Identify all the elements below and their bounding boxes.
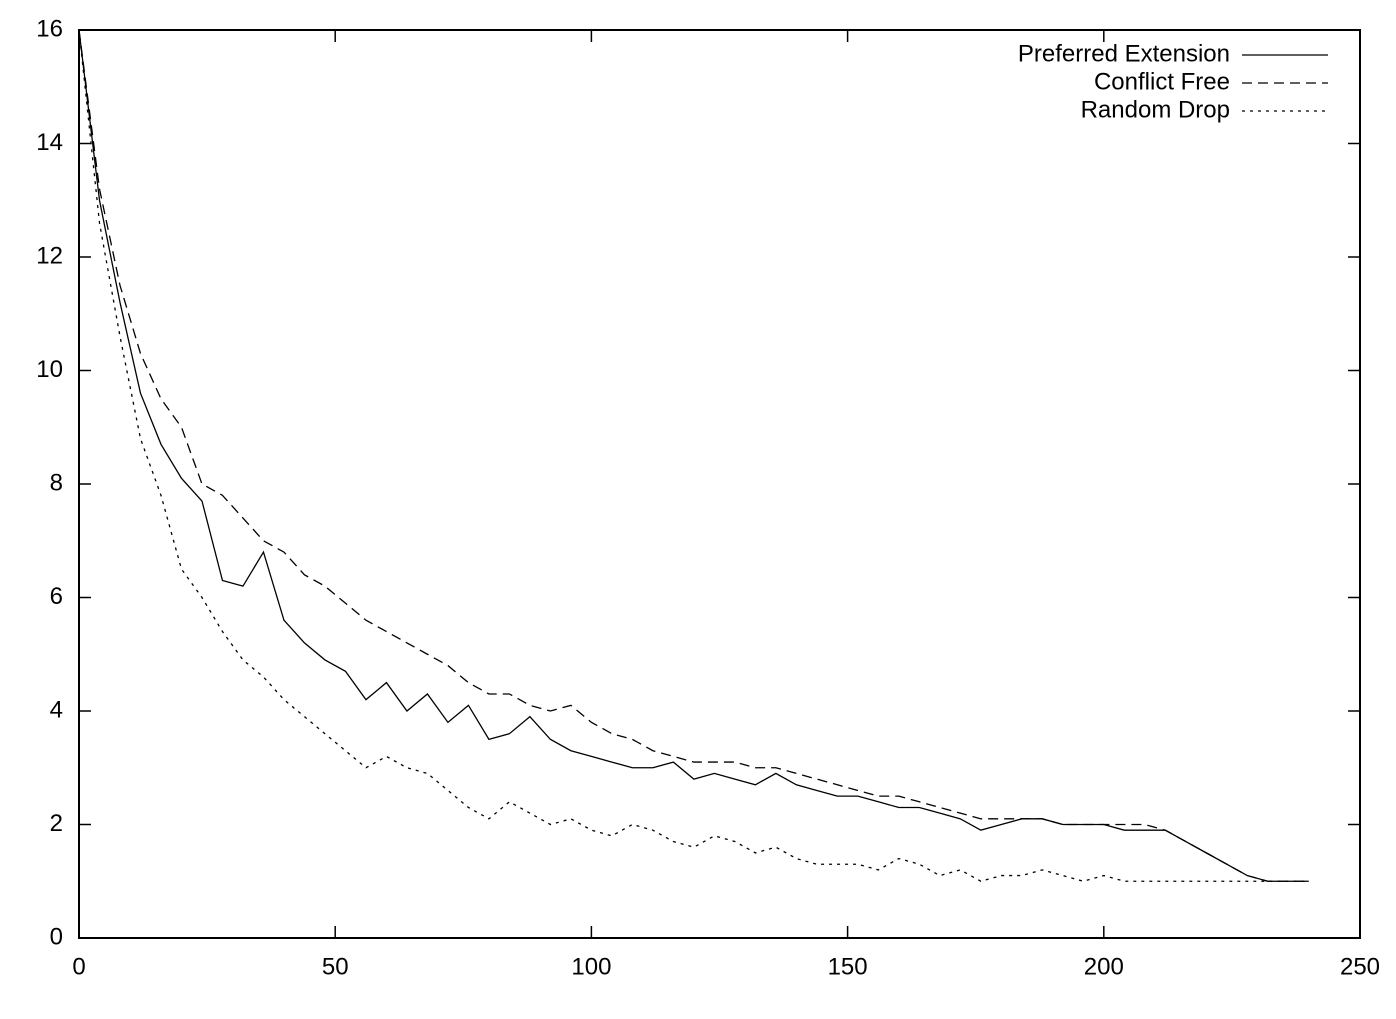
y-tick-label: 2 <box>50 810 63 837</box>
y-tick-label: 16 <box>36 15 63 42</box>
y-tick-label: 12 <box>36 242 63 269</box>
y-tick-label: 0 <box>50 923 63 950</box>
series-line <box>78 29 1309 882</box>
x-tick-label: 150 <box>828 953 868 980</box>
y-tick-label: 10 <box>36 356 63 383</box>
plot-frame <box>78 29 1361 939</box>
x-tick-label: 100 <box>571 953 611 980</box>
legend-label: Preferred Extension <box>1018 40 1230 67</box>
x-tick-label: 200 <box>1084 953 1124 980</box>
x-tick-label: 250 <box>1340 953 1380 980</box>
x-tick-label: 50 <box>322 953 349 980</box>
y-tick-label: 14 <box>36 129 63 156</box>
x-tick-label: 0 <box>72 953 85 980</box>
series-line <box>78 29 1309 882</box>
legend-label: Random Drop <box>1081 96 1230 123</box>
y-tick-label: 6 <box>50 583 63 610</box>
y-tick-label: 8 <box>50 469 63 496</box>
series-line <box>78 29 1309 882</box>
legend-label: Conflict Free <box>1094 68 1230 95</box>
y-tick-label: 4 <box>50 696 63 723</box>
